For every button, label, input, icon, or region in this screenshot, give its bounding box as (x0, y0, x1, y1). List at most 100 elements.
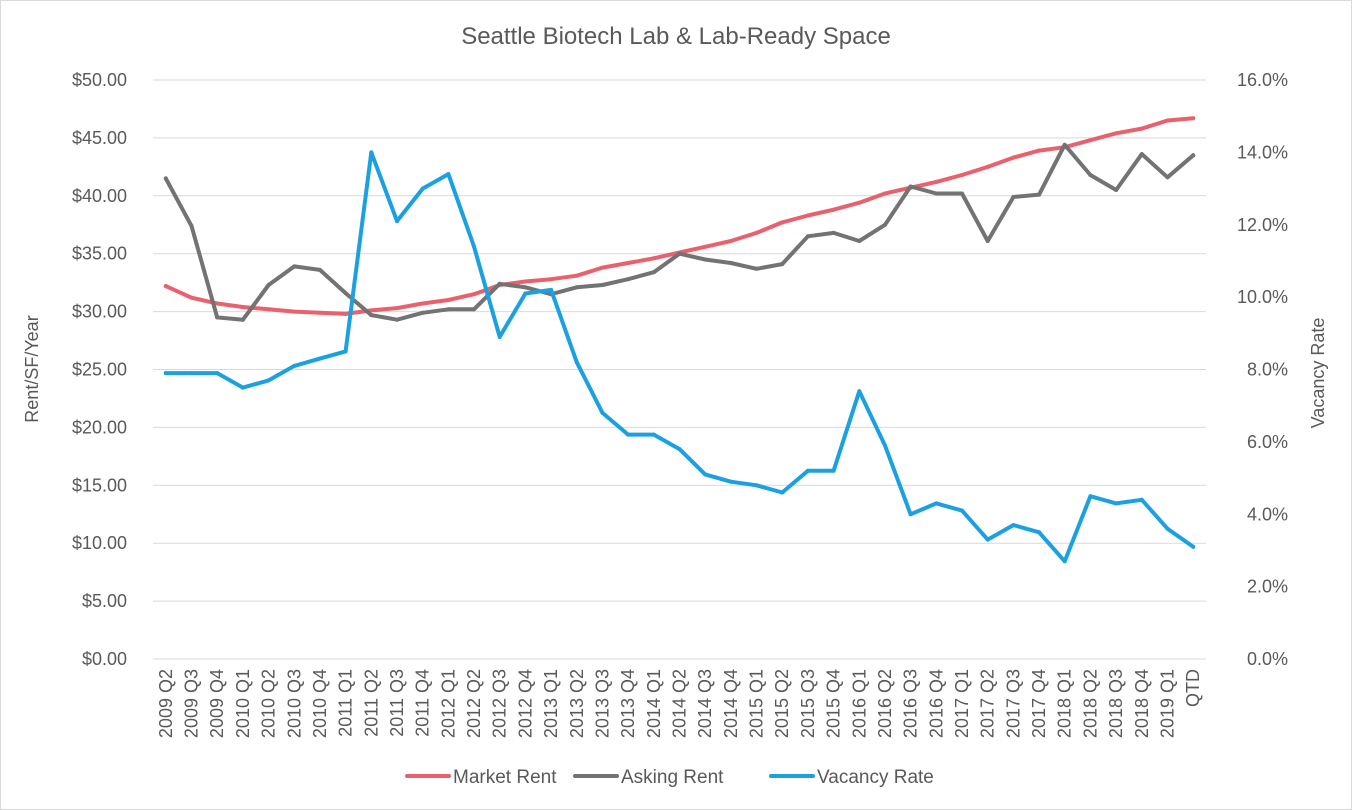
legend-label-asking-rent: Asking Rent (621, 767, 724, 788)
asking-rent-point (1088, 173, 1093, 177)
asking-rent-point (908, 184, 913, 189)
x-tick-label: 2017 Q2 (978, 669, 998, 738)
asking-rent-point (240, 317, 245, 322)
market-rent-point (1191, 116, 1196, 121)
asking-rent-point (369, 313, 374, 318)
vacancy-rate-series (163, 150, 1196, 564)
market-rent-point (780, 220, 785, 225)
y2-tick-label: 0.0% (1247, 649, 1288, 669)
x-tick-label: 2011 Q3 (387, 669, 407, 737)
vacancy-rate-point (934, 501, 939, 506)
legend: Market Rent Asking Rent Vacancy Rate (405, 767, 934, 788)
x-tick-label: 2014 Q2 (670, 669, 690, 738)
asking-rent-point (446, 307, 451, 312)
vacancy-rate-point (317, 356, 322, 361)
market-rent-point (395, 306, 399, 311)
y2-tick-label: 8.0% (1247, 360, 1288, 380)
vacancy-rate-point (651, 432, 656, 437)
legend-item-vacancy-rate: Vacancy Rate (769, 767, 934, 788)
vacancy-rate-point (857, 389, 862, 394)
vacancy-rate-point (728, 479, 733, 484)
market-rent-point (317, 310, 322, 315)
y-tick-label: $25.00 (72, 360, 127, 380)
asking-rent-point (857, 239, 862, 243)
x-tick-label: 2011 Q1 (336, 669, 356, 737)
x-tick-label: 2013 Q1 (541, 669, 561, 738)
y-tick-label: $15.00 (72, 475, 127, 495)
asking-rent-point (651, 270, 656, 275)
asking-rent-point (754, 266, 759, 271)
asking-rent-point (1011, 195, 1016, 199)
market-rent-point (240, 305, 245, 309)
x-tick-label: 2015 Q3 (798, 669, 818, 738)
asking-rent-point (189, 223, 194, 228)
x-tick-label: 2010 Q2 (259, 669, 279, 738)
x-tick-label: 2009 Q4 (207, 669, 227, 738)
asking-rent-point (831, 230, 836, 235)
asking-rent-point (497, 281, 502, 286)
vacancy-rate-point (1037, 530, 1042, 535)
vacancy-rate-point (189, 371, 194, 376)
asking-rent-point (215, 315, 220, 320)
market-rent-point (857, 200, 862, 205)
x-tick-label: 2015 Q1 (747, 669, 767, 738)
asking-rent-point (1114, 188, 1119, 192)
market-rent-point (1011, 155, 1016, 160)
market-rent-point (369, 308, 374, 313)
y2-tick-label: 10.0% (1237, 287, 1288, 307)
vacancy-rate-point (549, 287, 554, 292)
y-tick-label: $10.00 (72, 533, 127, 553)
x-tick-label: 2016 Q4 (926, 669, 946, 738)
x-tick-label: 2011 Q2 (361, 669, 381, 737)
legend-item-market-rent: Market Rent (405, 767, 557, 788)
vacancy-rate-point (574, 360, 579, 365)
y2-tick-label: 14.0% (1237, 142, 1288, 162)
asking-rent-point (1037, 192, 1042, 197)
vacancy-rate-point (446, 172, 451, 177)
market-rent-point (1165, 118, 1170, 123)
asking-rent-point (266, 283, 271, 287)
market-rent-point (805, 213, 810, 218)
x-tick-label: 2018 Q4 (1132, 669, 1152, 738)
asking-rent-point (163, 176, 168, 181)
asking-rent-point (626, 277, 631, 282)
x-tick-label: 2016 Q2 (875, 669, 895, 738)
y-tick-label: $20.00 (72, 417, 127, 437)
x-tick-label: 2016 Q3 (901, 669, 921, 738)
asking-rent-point (523, 285, 528, 290)
market-rent-point (728, 239, 733, 243)
x-tick-label: 2018 Q2 (1080, 669, 1100, 738)
x-tick-label: 2010 Q3 (284, 669, 304, 738)
vacancy-rate-point (805, 468, 810, 473)
asking-rent-point (728, 261, 733, 265)
vacancy-rate-point (1139, 497, 1144, 502)
y-tick-label: $35.00 (72, 244, 127, 264)
x-tick-label: 2013 Q3 (592, 669, 612, 738)
x-tick-label: 2018 Q3 (1106, 669, 1126, 738)
y2-tick-label: 12.0% (1237, 215, 1288, 235)
market-rent-point (651, 256, 656, 261)
asking-rent-series (163, 142, 1196, 322)
asking-rent-point (292, 264, 297, 269)
vacancy-rate-point (163, 371, 168, 376)
market-rent-point (1139, 126, 1144, 131)
x-tick-label: 2015 Q2 (772, 669, 792, 738)
market-rent-point (703, 244, 708, 249)
x-tick-label: 2019 Q1 (1157, 669, 1177, 738)
x-tick-label: 2017 Q3 (1003, 669, 1023, 738)
y2-tick-label: 16.0% (1237, 70, 1288, 90)
x-tick-label: 2016 Q1 (849, 669, 869, 738)
vacancy-rate-point (960, 508, 964, 513)
market-rent-point (163, 284, 168, 289)
y-axis-right-title: Vacancy Rate (1308, 318, 1328, 429)
market-rent-point (1088, 138, 1093, 143)
asking-rent-point (395, 317, 399, 322)
asking-rent-point (703, 257, 708, 262)
asking-rent-point (805, 234, 810, 239)
y-tick-label: $5.00 (82, 591, 127, 611)
vacancy-rate-point (1114, 501, 1119, 506)
market-rent-point (472, 292, 476, 297)
market-rent-point (960, 173, 964, 177)
asking-rent-point (1191, 153, 1196, 158)
market-rent-point (189, 295, 194, 300)
